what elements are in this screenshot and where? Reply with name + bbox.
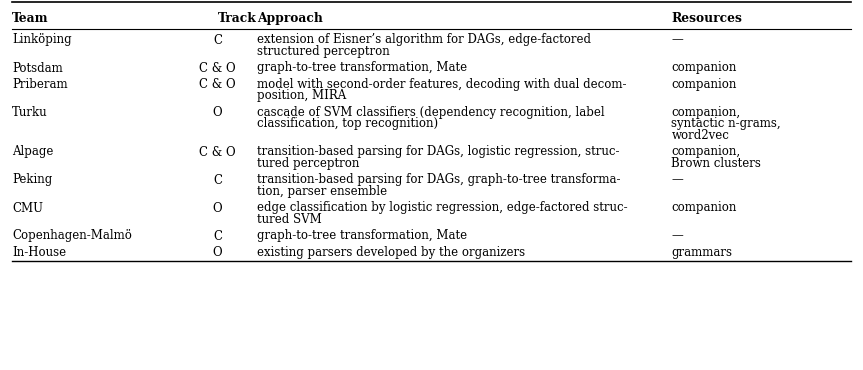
Text: O: O <box>212 246 223 259</box>
Text: classification, top recognition): classification, top recognition) <box>257 118 438 131</box>
Text: C: C <box>213 34 222 47</box>
Text: syntactic n-grams,: syntactic n-grams, <box>671 118 781 131</box>
Text: Linköping: Linköping <box>12 34 72 47</box>
Text: word2vec: word2vec <box>671 129 729 142</box>
Text: C & O: C & O <box>199 145 236 158</box>
Text: structured perceptron: structured perceptron <box>257 45 390 58</box>
Text: Alpage: Alpage <box>12 145 54 158</box>
Text: grammars: grammars <box>671 246 733 259</box>
Text: Turku: Turku <box>12 106 47 119</box>
Text: Copenhagen-Malmö: Copenhagen-Malmö <box>12 229 132 242</box>
Text: O: O <box>212 106 223 119</box>
Text: —: — <box>671 34 683 47</box>
Text: existing parsers developed by the organizers: existing parsers developed by the organi… <box>257 246 526 259</box>
Text: Track: Track <box>217 12 256 25</box>
Text: companion: companion <box>671 61 737 74</box>
Text: transition-based parsing for DAGs, logistic regression, struc-: transition-based parsing for DAGs, logis… <box>257 145 620 158</box>
Text: tured perceptron: tured perceptron <box>257 157 360 170</box>
Text: C & O: C & O <box>199 78 236 91</box>
Text: graph-to-tree transformation, Mate: graph-to-tree transformation, Mate <box>257 229 467 242</box>
Text: Resources: Resources <box>671 12 742 25</box>
Text: Approach: Approach <box>257 12 323 25</box>
Text: companion: companion <box>671 202 737 215</box>
Text: companion,: companion, <box>671 106 740 119</box>
Text: —: — <box>671 174 683 186</box>
Text: transition-based parsing for DAGs, graph-to-tree transforma-: transition-based parsing for DAGs, graph… <box>257 174 620 186</box>
Text: companion: companion <box>671 78 737 91</box>
Text: extension of Eisner’s algorithm for DAGs, edge-factored: extension of Eisner’s algorithm for DAGs… <box>257 34 591 47</box>
Text: —: — <box>671 229 683 242</box>
Text: cascade of SVM classifiers (dependency recognition, label: cascade of SVM classifiers (dependency r… <box>257 106 605 119</box>
Text: C: C <box>213 174 222 186</box>
Text: Priberam: Priberam <box>12 78 67 91</box>
Text: Potsdam: Potsdam <box>12 61 63 74</box>
Text: O: O <box>212 202 223 215</box>
Text: companion,: companion, <box>671 145 740 158</box>
Text: tured SVM: tured SVM <box>257 213 322 226</box>
Text: In-House: In-House <box>12 246 66 259</box>
Text: CMU: CMU <box>12 202 43 215</box>
Text: C: C <box>213 229 222 242</box>
Text: model with second-order features, decoding with dual decom-: model with second-order features, decodi… <box>257 78 627 91</box>
Text: C & O: C & O <box>199 61 236 74</box>
Text: graph-to-tree transformation, Mate: graph-to-tree transformation, Mate <box>257 61 467 74</box>
Text: Peking: Peking <box>12 174 53 186</box>
Text: Team: Team <box>12 12 48 25</box>
Text: position, MIRA: position, MIRA <box>257 90 346 102</box>
Text: edge classification by logistic regression, edge-factored struc-: edge classification by logistic regressi… <box>257 202 627 215</box>
Text: Brown clusters: Brown clusters <box>671 157 761 170</box>
Text: tion, parser ensemble: tion, parser ensemble <box>257 185 387 198</box>
